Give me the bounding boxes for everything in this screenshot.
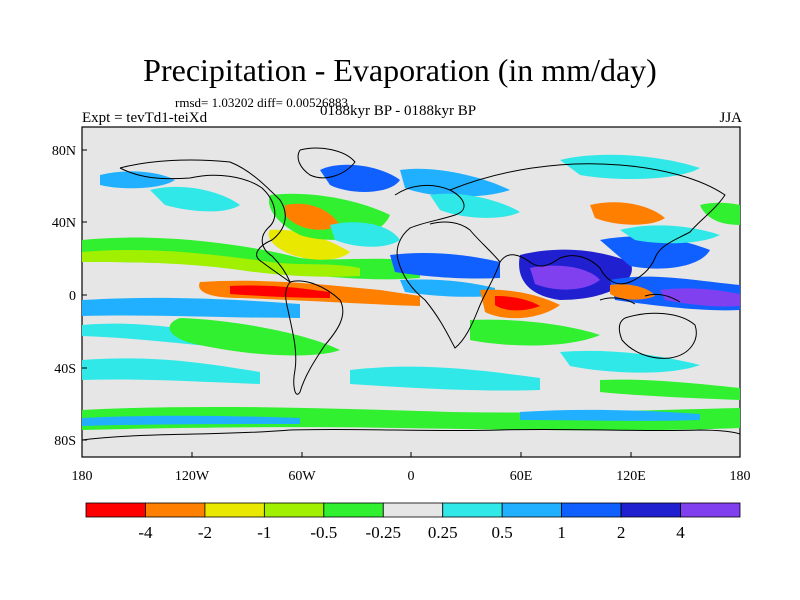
coast-antarctica	[82, 428, 740, 441]
stats-text: rmsd= 1.03202 diff= 0.00526883	[175, 95, 348, 110]
field-patch	[350, 366, 540, 391]
colorbar-label: 0.5	[492, 523, 513, 542]
field-patch	[600, 236, 710, 269]
field-patch	[600, 379, 740, 400]
colorbar-label: -1	[257, 523, 271, 542]
colorbar-swatch	[501, 502, 563, 518]
coast-australia	[618, 312, 697, 359]
coast-indonesia	[599, 297, 636, 305]
colorbar-swatch	[204, 502, 265, 518]
y-tick-label: 40N	[52, 216, 76, 231]
precip-field	[82, 154, 740, 431]
field-patch	[590, 202, 665, 225]
colorbar-label: 4	[676, 523, 685, 542]
x-axis: 180 120W 60W 0 60E 120E 180	[72, 469, 751, 484]
colorbar-swatch	[323, 502, 384, 518]
x-tick-label: 0	[408, 469, 415, 484]
field-patch	[620, 225, 720, 244]
field-patch	[82, 415, 300, 426]
coast-south-america	[285, 280, 344, 395]
field-patch	[100, 171, 175, 189]
colorbar-swatch	[620, 502, 681, 518]
colorbar-label: 0.25	[428, 523, 458, 542]
colorbar-swatch	[442, 502, 503, 518]
map-title: Precipitation - Evaporation (in mm/day)	[143, 52, 657, 88]
colorbar-label: -0.5	[310, 523, 337, 542]
colorbar-swatch	[561, 502, 622, 518]
colorbar-label: -0.25	[366, 523, 401, 542]
field-patch	[610, 284, 655, 300]
field-patch	[320, 164, 400, 192]
y-tick-label: 40S	[54, 362, 76, 377]
colorbar: -4 -2 -1 -0.5 -0.25 0.25 0.5 1 2 4	[85, 502, 741, 542]
coast-greenland	[297, 147, 356, 179]
y-axis: 80N 40N 0 40S 80S	[52, 144, 76, 449]
x-tick-label: 60E	[510, 469, 533, 484]
y-tick-label: 80N	[52, 144, 76, 159]
field-patch	[330, 222, 400, 247]
field-patch	[400, 168, 510, 197]
x-tick-label: 180	[72, 469, 93, 484]
field-patch	[390, 252, 500, 279]
field-patch	[560, 350, 700, 373]
field-patch	[285, 203, 340, 230]
field-patch	[530, 265, 600, 290]
coastlines	[82, 147, 740, 441]
y-tick-label: 0	[69, 289, 76, 304]
x-tick-label: 180	[730, 469, 751, 484]
field-patch	[82, 358, 260, 384]
experiment-label: Expt = tevTd1-teiXd	[82, 110, 208, 126]
field-patch	[169, 318, 340, 356]
field-patch	[268, 229, 350, 260]
colorbar-label: 2	[617, 523, 626, 542]
field-patch	[700, 202, 740, 225]
x-tick-label: 60W	[288, 469, 316, 484]
season-label: JJA	[719, 110, 742, 126]
colorbar-swatch	[145, 502, 206, 518]
colorbar-label: -4	[138, 523, 153, 542]
coast-new-guinea	[644, 293, 681, 303]
colorbar-swatch	[263, 502, 325, 518]
field-patch	[150, 186, 240, 212]
coast-europe-africa	[394, 184, 501, 349]
y-tick-label: 80S	[54, 434, 76, 449]
colorbar-swatch	[382, 502, 444, 518]
colorbar-label: 1	[557, 523, 566, 542]
field-patch	[520, 409, 700, 421]
field-patch	[230, 285, 330, 298]
x-tick-label: 120E	[616, 469, 646, 484]
axis-ticks	[81, 149, 741, 457]
field-patch	[560, 154, 700, 180]
colorbar-swatch	[85, 502, 146, 518]
map-panel	[81, 126, 741, 458]
field-patch	[470, 319, 600, 346]
field-patch	[400, 279, 495, 297]
x-tick-label: 120W	[175, 469, 210, 484]
colorbar-label: -2	[198, 523, 212, 542]
field-patch	[82, 297, 300, 318]
colorbar-swatch	[680, 502, 741, 518]
field-patch	[495, 296, 540, 311]
coast-asia	[449, 163, 726, 285]
period-label: 0188kyr BP - 0188kyr BP	[320, 103, 477, 119]
field-patch	[430, 193, 520, 218]
field-patch	[82, 250, 360, 277]
